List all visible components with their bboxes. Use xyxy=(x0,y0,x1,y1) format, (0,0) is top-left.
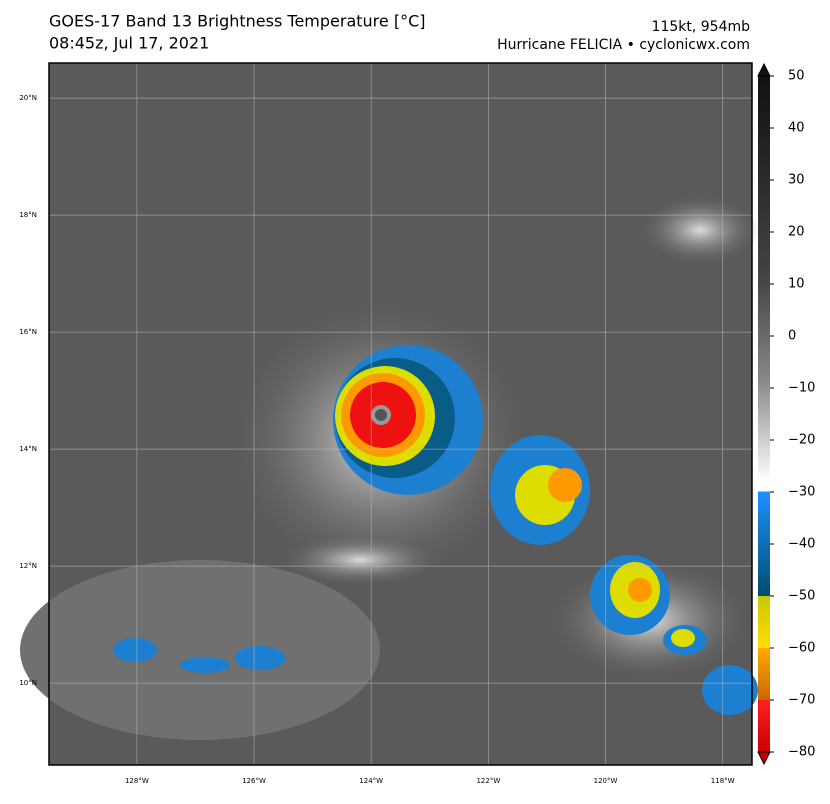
colorbar-top xyxy=(757,62,771,77)
lon-label: 124°W xyxy=(359,777,383,785)
colorbar-label: −50 xyxy=(788,589,815,604)
colorbar-label: −70 xyxy=(788,693,815,708)
lon-label: 120°W xyxy=(594,777,618,785)
lat-label: 20°N xyxy=(19,94,37,102)
lon-label: 122°W xyxy=(476,777,500,785)
colorbar-label: −40 xyxy=(788,537,815,552)
colorbar-label: −80 xyxy=(788,745,815,760)
colorbar xyxy=(758,76,770,752)
colorbar-label: 30 xyxy=(788,173,805,188)
lat-label: 12°N xyxy=(19,562,37,570)
title: GOES-17 Band 13 Brightness Temperature [… xyxy=(49,12,426,31)
colorbar-label: 40 xyxy=(788,121,805,136)
colorbar-label: −60 xyxy=(788,641,815,656)
colorbar-label: 10 xyxy=(788,277,805,292)
colorbar-label: 50 xyxy=(788,69,805,84)
colorbar-label: −20 xyxy=(788,433,815,448)
lon-label: 118°W xyxy=(711,777,735,785)
lon-label: 126°W xyxy=(242,777,266,785)
lat-label: 16°N xyxy=(19,328,37,336)
lat-label: 14°N xyxy=(19,445,37,453)
credit: Hurricane FELICIA • cyclonicwx.com xyxy=(497,37,750,53)
time: 08:45z, Jul 17, 2021 xyxy=(49,34,209,53)
storm-stats: 115kt, 954mb xyxy=(652,19,751,35)
lat-label: 10°N xyxy=(19,679,37,687)
satellite-image xyxy=(20,63,760,765)
colorbar-label: 20 xyxy=(788,225,805,240)
colorbar-label: −10 xyxy=(788,381,815,396)
colorbar-bottom xyxy=(757,751,771,766)
map-frame xyxy=(48,62,753,766)
lat-label: 18°N xyxy=(19,211,37,219)
lon-label: 128°W xyxy=(125,777,149,785)
colorbar-label: 0 xyxy=(788,329,796,344)
colorbar-label: −30 xyxy=(788,485,815,500)
